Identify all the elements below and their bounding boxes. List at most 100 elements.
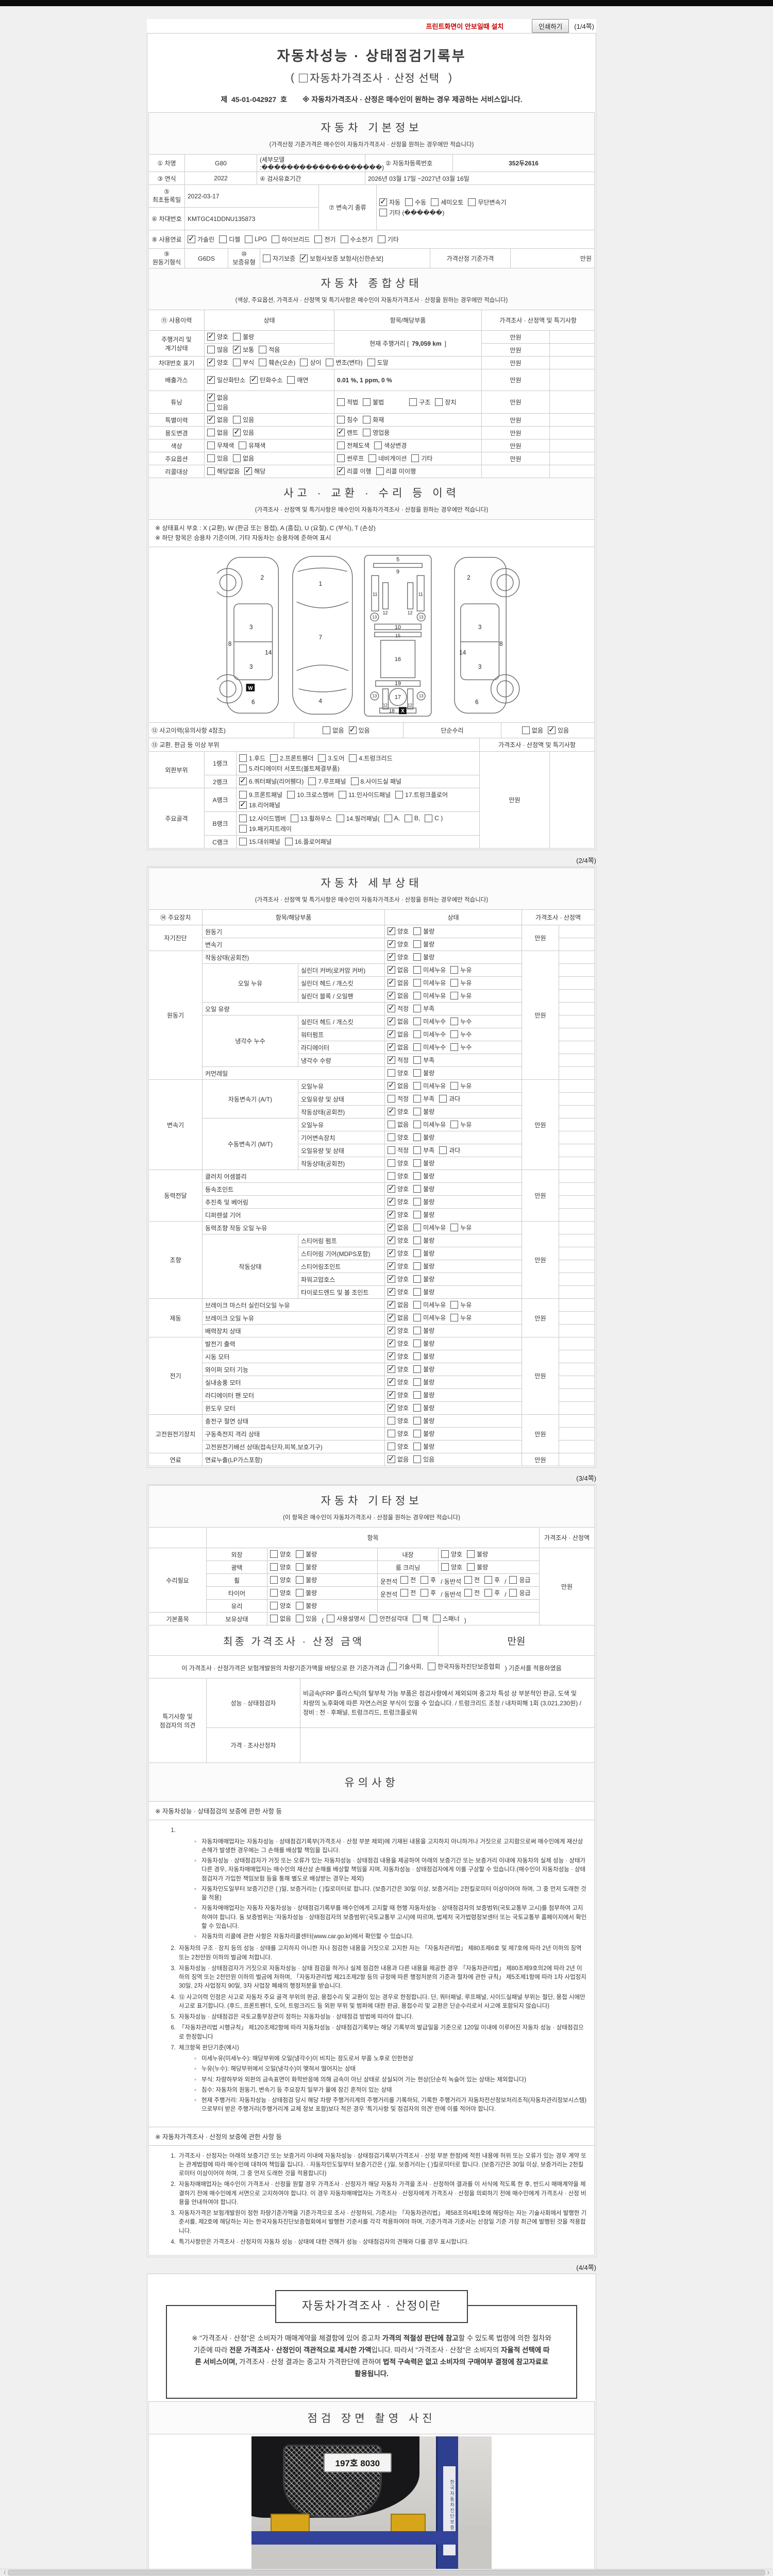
checkbox[interactable]	[395, 790, 404, 799]
checkbox-option[interactable]: 10.크로스멤버	[287, 790, 334, 799]
checkbox-option[interactable]: 미세누유	[413, 1223, 446, 1232]
scroll-left-arrow[interactable]: 〈	[2, 2570, 6, 2575]
checkbox-option[interactable]: 누수	[450, 1043, 472, 1052]
checkbox-option[interactable]: 불량	[296, 1550, 317, 1558]
checkbox[interactable]	[259, 346, 267, 353]
checkbox-option[interactable]: 수동	[405, 198, 426, 207]
checkbox-option[interactable]: 미세누수	[413, 1030, 446, 1039]
checkbox-option[interactable]: 적정	[388, 1055, 409, 1064]
checkbox[interactable]	[363, 429, 371, 436]
checkbox-option[interactable]: 불량	[413, 1416, 434, 1425]
checkbox[interactable]	[350, 777, 359, 786]
checkbox[interactable]	[388, 1029, 396, 1039]
checkbox[interactable]	[413, 1133, 422, 1142]
checkbox[interactable]	[413, 1108, 422, 1116]
checkbox[interactable]	[413, 1069, 422, 1077]
checkbox[interactable]	[388, 1417, 396, 1425]
checkbox-option[interactable]: 네비게이션	[368, 454, 407, 463]
checkbox-option[interactable]: 양호	[270, 1601, 291, 1610]
checkbox[interactable]	[413, 953, 422, 961]
checkbox[interactable]	[284, 838, 293, 846]
checkbox[interactable]	[296, 1589, 304, 1597]
checkbox[interactable]	[388, 1338, 396, 1348]
checkbox-option[interactable]: 무단변속기	[468, 198, 507, 207]
checkbox[interactable]	[388, 990, 396, 1000]
checkbox[interactable]	[388, 1430, 396, 1438]
checkbox-option[interactable]: 미세누수	[413, 1043, 446, 1052]
checkbox-option[interactable]: 없음	[388, 1029, 409, 1039]
checkbox-option[interactable]: 없음	[388, 1080, 409, 1090]
checkbox[interactable]	[388, 1146, 396, 1155]
checkbox[interactable]	[233, 333, 241, 341]
checkbox-option[interactable]: 스패너	[432, 1614, 460, 1623]
checkbox-option[interactable]: 양호	[388, 1106, 409, 1116]
checkbox[interactable]	[413, 1275, 422, 1283]
checkbox-option[interactable]: 하이브리드	[272, 235, 310, 244]
checkbox-option[interactable]: 양호	[388, 1209, 409, 1219]
checkbox-option[interactable]: 불량	[413, 1069, 434, 1077]
checkbox-option[interactable]: 양호	[270, 1575, 291, 1584]
checkbox[interactable]	[388, 1286, 396, 1296]
checkbox[interactable]	[413, 1327, 422, 1335]
checkbox[interactable]	[337, 442, 345, 449]
checkbox[interactable]	[379, 208, 387, 216]
checkbox-option[interactable]: 색상변경	[374, 441, 407, 450]
checkbox-option[interactable]: 1.후드	[239, 754, 265, 762]
checkbox-option[interactable]: 불량	[296, 1601, 317, 1610]
checkbox-option[interactable]: 3.도어	[318, 754, 344, 762]
checkbox-option[interactable]: 양호	[388, 939, 409, 948]
checkbox-option[interactable]: 7.루프패널	[308, 777, 346, 786]
checkbox[interactable]	[413, 1082, 422, 1090]
checkbox[interactable]	[413, 1121, 422, 1129]
checkbox-option[interactable]: 없음	[388, 1299, 409, 1309]
checkbox[interactable]	[323, 726, 331, 734]
checkbox[interactable]	[298, 73, 308, 82]
checkbox-option[interactable]: 불량	[413, 1326, 434, 1335]
checkbox-option[interactable]: 미세누유	[413, 1313, 446, 1322]
checkbox[interactable]	[439, 1146, 447, 1155]
checkbox[interactable]	[413, 1211, 422, 1219]
checkbox-option[interactable]: 불량	[413, 1262, 434, 1270]
checkbox-option[interactable]: 양호	[441, 1550, 462, 1558]
checkbox[interactable]	[413, 927, 422, 936]
checkbox-option[interactable]: 보통	[233, 344, 254, 354]
checkbox[interactable]	[413, 1301, 422, 1309]
checkbox-option[interactable]: 영업용	[363, 428, 390, 437]
checkbox-option[interactable]: 응급	[509, 1575, 531, 1584]
checkbox-option[interactable]: 16.플로어패널	[284, 837, 332, 846]
checkbox-option[interactable]: 변조(변타)	[326, 358, 363, 367]
checkbox[interactable]	[296, 1563, 304, 1571]
checkbox[interactable]	[300, 253, 308, 262]
checkbox-option[interactable]: 있음	[548, 725, 569, 735]
checkbox-option[interactable]: 누유	[450, 991, 472, 1000]
checkbox[interactable]	[413, 1236, 422, 1245]
print-install-link[interactable]: 프린트화면이 안보일때 설치	[426, 23, 504, 30]
checkbox[interactable]	[239, 754, 247, 762]
checkbox[interactable]	[270, 1576, 278, 1584]
checkbox[interactable]	[388, 1235, 396, 1245]
checkbox-option[interactable]: 없음	[270, 1614, 291, 1623]
checkbox-option[interactable]: 양호	[441, 1563, 462, 1571]
checkbox[interactable]	[388, 1454, 396, 1464]
checkbox-option[interactable]: 후	[421, 1575, 436, 1584]
checkbox-option[interactable]: 불량	[413, 1184, 434, 1193]
checkbox-option[interactable]: 양호	[388, 1235, 409, 1245]
checkbox-option[interactable]: 11.인사이드패널	[339, 790, 391, 799]
checkbox[interactable]	[388, 1003, 396, 1013]
checkbox[interactable]	[388, 1183, 396, 1193]
checkbox-option[interactable]: 매연	[287, 376, 308, 384]
checkbox-option[interactable]: 침수	[337, 415, 358, 424]
checkbox-option[interactable]: LPG	[245, 235, 267, 243]
checkbox[interactable]	[270, 1589, 278, 1597]
checkbox[interactable]	[388, 1274, 396, 1283]
checkbox-option[interactable]: 없음	[323, 726, 344, 735]
checkbox[interactable]	[450, 966, 459, 974]
checkbox[interactable]	[239, 764, 247, 772]
checkbox[interactable]	[388, 1016, 396, 1026]
checkbox[interactable]	[239, 814, 247, 822]
checkbox-option[interactable]: 12.사이드멤버	[239, 814, 286, 823]
checkbox[interactable]	[233, 427, 241, 436]
checkbox[interactable]	[412, 1615, 421, 1623]
checkbox-option[interactable]: 양호	[388, 1274, 409, 1283]
scroll-right-arrow[interactable]: 〉	[767, 2570, 771, 2575]
